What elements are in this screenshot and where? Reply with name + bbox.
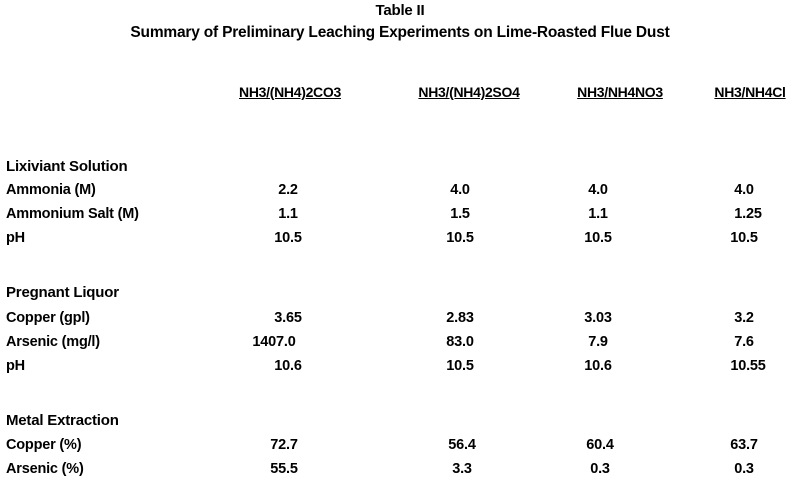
row-label: Ammonium Salt (M) [6, 206, 139, 222]
table-row: pH 10.6 10.5 10.6 10.55 [0, 358, 800, 378]
table-cell: 10.5 [730, 230, 758, 246]
row-label: Copper (%) [6, 437, 82, 453]
row-label: Arsenic (mg/l) [6, 334, 100, 350]
section-heading-row: Pregnant Liquor [0, 284, 800, 304]
table-cell: 83.0 [446, 334, 474, 350]
column-header-sulfate: NH3/(NH4)2SO4 [418, 84, 520, 100]
row-label: Arsenic (%) [6, 461, 84, 477]
section-heading: Lixiviant Solution [6, 158, 128, 175]
row-label: Ammonia (M) [6, 182, 96, 198]
column-header-chloride: NH3/NH4Cl [714, 84, 786, 100]
table-cell: 72.7 [270, 437, 298, 453]
table-cell: 10.5 [274, 230, 302, 246]
table-row: Copper (%) 72.7 56.4 60.4 63.7 [0, 437, 800, 457]
section-heading: Pregnant Liquor [6, 284, 119, 301]
row-label: pH [6, 230, 25, 246]
table-row: Copper (gpl) 3.65 2.83 3.03 3.2 [0, 310, 800, 330]
table-cell: 3.65 [274, 310, 302, 326]
table-cell: 10.6 [584, 358, 612, 374]
section-heading-row: Metal Extraction [0, 412, 800, 432]
table-cell: 0.3 [734, 461, 754, 477]
table-row: Arsenic (mg/l) 1407.0 83.0 7.9 7.6 [0, 334, 800, 354]
table-row: Ammonia (M) 2.2 4.0 4.0 4.0 [0, 182, 800, 202]
table-cell: 10.5 [446, 230, 474, 246]
table-cell: 2.2 [278, 182, 298, 198]
table-cell: 10.55 [730, 358, 766, 374]
table-cell: 1.5 [450, 206, 470, 222]
column-header-carbonate: NH3/(NH4)2CO3 [239, 84, 341, 100]
table-title: Table II [375, 2, 425, 19]
table-subtitle: Summary of Preliminary Leaching Experime… [130, 24, 670, 41]
table-cell: 10.6 [274, 358, 302, 374]
table-cell: 7.9 [588, 334, 608, 350]
row-label: Copper (gpl) [6, 310, 90, 326]
section-heading: Metal Extraction [6, 412, 119, 429]
table-cell: 10.5 [446, 358, 474, 374]
table-cell: 0.3 [590, 461, 610, 477]
table-cell: 3.03 [584, 310, 612, 326]
table-cell: 10.5 [584, 230, 612, 246]
table-row: Ammonium Salt (M) 1.1 1.5 1.1 1.25 [0, 206, 800, 226]
table-cell: 1.1 [588, 206, 608, 222]
table-row: pH 10.5 10.5 10.5 10.5 [0, 230, 800, 250]
table-cell: 4.0 [734, 182, 754, 198]
row-label: pH [6, 358, 25, 374]
table-cell: 1407.0 [252, 334, 296, 350]
table-cell: 56.4 [448, 437, 476, 453]
table-cell: 55.5 [270, 461, 298, 477]
table-cell: 4.0 [588, 182, 608, 198]
table-row: Arsenic (%) 55.5 3.3 0.3 0.3 [0, 461, 800, 481]
table-cell: 3.2 [734, 310, 754, 326]
table-cell: 4.0 [450, 182, 470, 198]
section-heading-row: Lixiviant Solution [0, 158, 800, 178]
table-cell: 1.25 [734, 206, 762, 222]
table-cell: 7.6 [734, 334, 754, 350]
table-cell: 63.7 [730, 437, 758, 453]
table-cell: 2.83 [446, 310, 474, 326]
column-header-nitrate: NH3/NH4NO3 [577, 84, 663, 100]
table-cell: 1.1 [278, 206, 298, 222]
table-cell: 60.4 [586, 437, 614, 453]
table-cell: 3.3 [452, 461, 472, 477]
